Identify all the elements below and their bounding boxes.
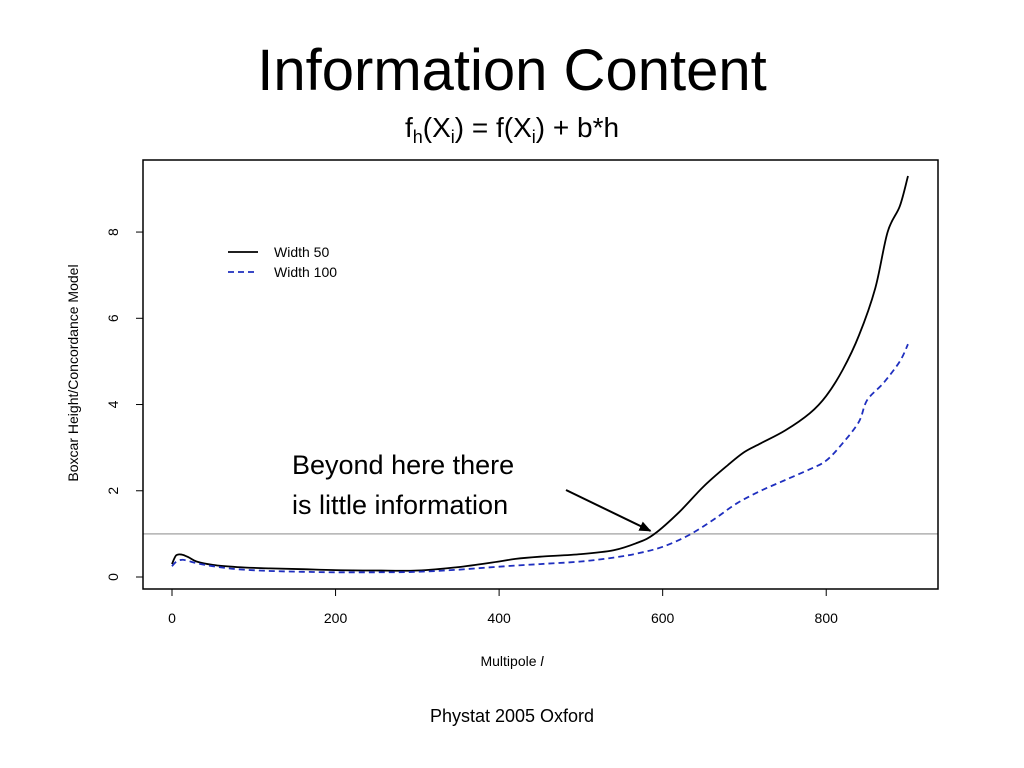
formula-h-subscript: h xyxy=(412,127,423,147)
plot-frame xyxy=(142,159,939,590)
slide-title: Information Content xyxy=(257,38,767,103)
legend-label-width-100: Width 100 xyxy=(274,264,337,280)
x-tick-label: 200 xyxy=(324,610,348,626)
y-tick-label: 2 xyxy=(105,487,121,495)
annotation-line-1: Beyond here there xyxy=(292,450,514,480)
x-tick-label: 800 xyxy=(815,610,839,626)
annotation: Beyond here there is little information xyxy=(292,450,652,532)
plot-layer xyxy=(143,175,938,574)
x-axis-label-symbol: l xyxy=(540,653,544,669)
y-tick-label: 6 xyxy=(105,314,121,322)
y-tick-label: 4 xyxy=(105,400,121,408)
formula-tail: ) + b*h xyxy=(535,112,620,143)
legend: Width 50 Width 100 xyxy=(228,244,337,280)
formula-middle: ) = f(X xyxy=(454,112,532,143)
formula-f: f xyxy=(404,112,413,143)
y-tick-label: 0 xyxy=(105,573,121,581)
annotation-line-2: is little information xyxy=(292,490,508,520)
formula-i-subscript-2: i xyxy=(531,127,536,147)
y-axis-label: Boxcar Height/Concordance Model xyxy=(65,264,81,481)
x-tick-label: 400 xyxy=(487,610,511,626)
x-axis-label: Multipole l xyxy=(480,653,544,669)
x-tick-label: 600 xyxy=(651,610,675,626)
y-tick-label: 8 xyxy=(105,228,121,236)
annotation-arrow xyxy=(565,489,652,532)
formula: fh(Xi) = f(Xi) + b*h xyxy=(0,110,1024,146)
series-line-width-100 xyxy=(171,343,909,574)
footer: Phystat 2005 Oxford xyxy=(429,706,595,726)
x-axis-label-text: Multipole xyxy=(480,653,536,669)
formula-i-subscript-1: i xyxy=(450,127,455,147)
legend-label-width-50: Width 50 xyxy=(274,244,329,260)
x-tick-label: 0 xyxy=(168,610,176,626)
formula-open: (X xyxy=(422,112,451,143)
axes-layer: 0 200 400 600 800 0 2 4 6 8 xyxy=(105,228,838,626)
series-line-width-50 xyxy=(171,175,909,572)
